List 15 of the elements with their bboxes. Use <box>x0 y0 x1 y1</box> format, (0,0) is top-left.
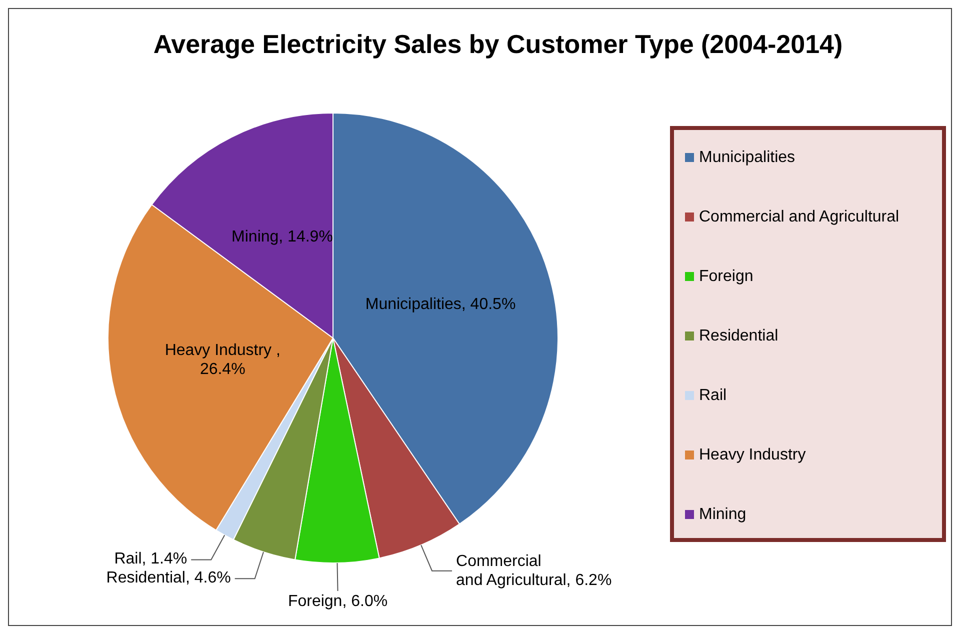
legend-label: Foreign <box>699 268 754 286</box>
data-label: Mining, 14.9% <box>232 228 333 246</box>
legend-label: Heavy Industry <box>699 446 806 464</box>
data-label: Foreign, 6.0% <box>288 593 388 610</box>
legend-label: Municipalities <box>699 149 796 166</box>
data-label: Commercial and Agricultural, 6.2% <box>456 553 612 590</box>
data-label: Residential, 4.6% <box>106 570 231 587</box>
data-label: Municipalities, 40.5% <box>365 296 516 314</box>
data-label: Heavy Industry , 26.4% <box>164 342 280 378</box>
data-label: Rail, 1.4% <box>114 550 188 568</box>
chart-title: Average Electricity Sales by Customer Type (2004-2014) <box>153 29 843 59</box>
legend-label: Residential <box>699 328 778 345</box>
legend-label: Commercial and Agricultural <box>699 208 900 226</box>
legend-label: Rail <box>699 387 727 404</box>
legend-label: Mining <box>699 506 746 524</box>
